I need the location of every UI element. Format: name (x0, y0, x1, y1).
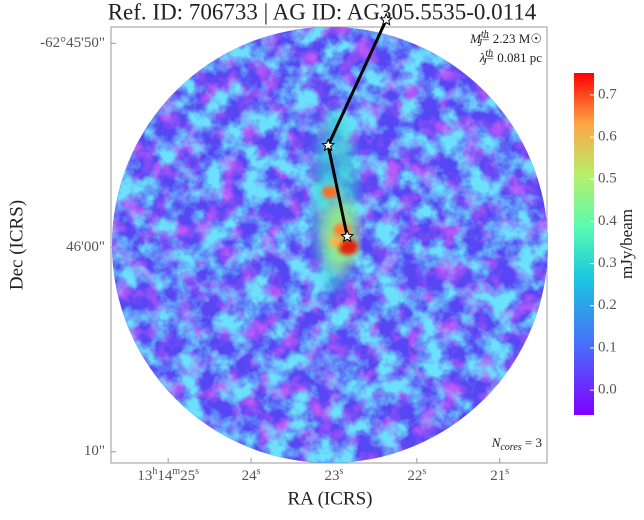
colorbar-tick-label: 0.3 (598, 255, 617, 271)
x-tick-label: 24s (242, 466, 261, 485)
core (321, 138, 336, 152)
annotation: Mth J= 2.23 M☉ (469, 29, 542, 49)
y-tick-label: 10" (84, 443, 105, 459)
intensity-map (112, 27, 548, 463)
x-axis-label: RA (ICRS) (288, 488, 373, 509)
colorbar-tick-label: 0.7 (598, 86, 617, 102)
colorbar (574, 73, 594, 415)
annotation: Ncores = 3 (491, 435, 542, 453)
colorbar-tick-label: 0.4 (598, 213, 617, 229)
colorbar-label: mJy/beam (617, 209, 636, 279)
y-tick-label: -62°45'50" (40, 35, 105, 51)
y-axis-label: Dec (ICRS) (6, 200, 27, 290)
colorbar-tick-label: 0.5 (598, 171, 617, 187)
core-link (326, 145, 349, 237)
y-tick-label: 46'00" (66, 239, 105, 255)
core (379, 12, 394, 26)
x-tick-label: 21s (490, 466, 509, 485)
colorbar-tick-label: 0.2 (598, 297, 617, 313)
colorbar-tick-label: 0.1 (598, 339, 617, 355)
annotation: λth J= 0.081 pc (479, 48, 542, 68)
colorbar-tick-label: 0.6 (598, 129, 617, 145)
colorbar-tick-label: 0.0 (598, 382, 617, 398)
x-tick-label: 23s (325, 466, 344, 485)
core-link (326, 19, 388, 147)
x-tick-label: 22s (407, 466, 426, 485)
core (340, 229, 355, 243)
x-tick-label: 13h14m25s (137, 466, 199, 485)
chart-title: Ref. ID: 706733 | AG ID: AG305.5535-0.01… (108, 0, 537, 24)
